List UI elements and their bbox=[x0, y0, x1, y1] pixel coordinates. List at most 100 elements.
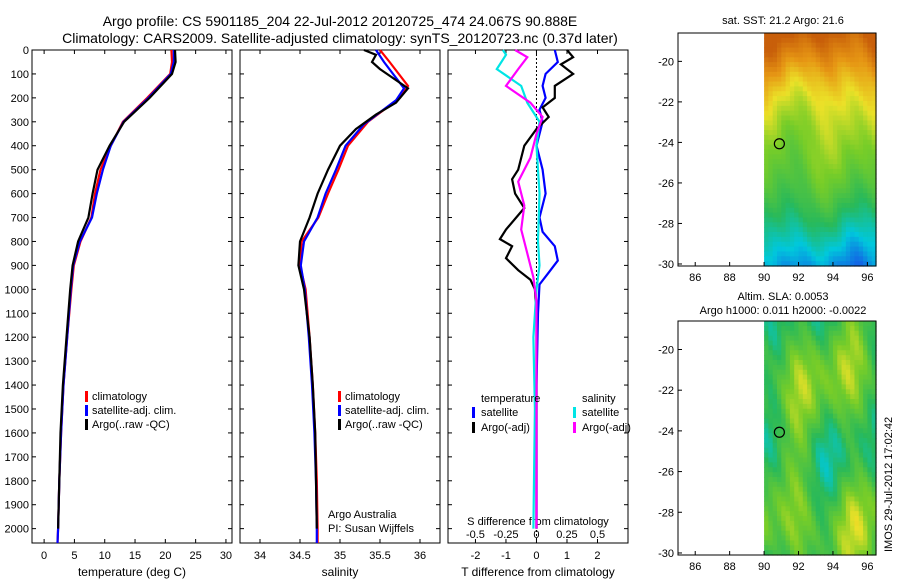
sst-map-cell bbox=[777, 110, 782, 117]
sla-map-cell bbox=[845, 374, 851, 381]
sla-map-cell bbox=[854, 550, 860, 556]
sst-map-cell bbox=[824, 47, 830, 54]
sla-map-cell bbox=[863, 550, 868, 556]
sst-map-cell bbox=[772, 91, 778, 97]
sst-map-cell bbox=[785, 115, 791, 121]
sst-map-cell bbox=[815, 212, 821, 219]
legend-label: satellite-adj. clim. bbox=[92, 405, 176, 417]
sst-map-cell bbox=[781, 105, 787, 112]
sla-map-cell bbox=[837, 413, 843, 420]
sst-map-cell bbox=[777, 261, 782, 267]
sst-map-cell bbox=[863, 149, 868, 155]
sla-map-cell bbox=[867, 369, 873, 376]
sla-map-cell bbox=[837, 472, 843, 478]
sla-map-cell bbox=[828, 399, 834, 405]
sst-map-cell bbox=[815, 159, 821, 165]
sst-map-cell bbox=[871, 120, 877, 126]
sst-map-cell bbox=[768, 105, 774, 112]
sst-map-cell bbox=[798, 256, 804, 262]
sst-map-cell bbox=[854, 66, 860, 73]
sla-map-cell bbox=[863, 442, 868, 449]
sla-map-cell bbox=[777, 511, 782, 517]
sst-map-cell bbox=[837, 134, 843, 141]
sst-map-cell bbox=[777, 91, 782, 97]
sst-map-cell bbox=[858, 217, 864, 223]
sst-map-cell bbox=[811, 130, 817, 136]
sla-map-cell bbox=[794, 472, 800, 478]
sst-map-cell bbox=[824, 173, 830, 180]
sla-map-cell bbox=[811, 447, 817, 454]
sla-map-cell bbox=[811, 462, 817, 468]
legend-swatch bbox=[85, 391, 88, 402]
sla-map-cell bbox=[794, 545, 800, 551]
sst-map-cell bbox=[832, 261, 838, 267]
legend-label: climatology bbox=[92, 391, 148, 403]
sst-map-cell bbox=[824, 198, 830, 204]
sst-map-cell bbox=[858, 144, 864, 151]
sla-map-cell bbox=[815, 321, 821, 327]
sla-map-cell bbox=[781, 452, 787, 459]
sst-map-cell bbox=[794, 256, 800, 262]
sst-map-cell bbox=[850, 217, 856, 223]
map-x-tick-label: 88 bbox=[724, 272, 736, 284]
sla-map-cell bbox=[815, 379, 821, 385]
sst-map-cell bbox=[845, 164, 851, 170]
sst-map-cell bbox=[768, 71, 774, 78]
sst-map-cell bbox=[772, 81, 778, 87]
sla-map-cell bbox=[820, 403, 825, 410]
sla-map-cell bbox=[820, 467, 825, 473]
sst-map-cell bbox=[837, 86, 843, 92]
sst-map-cell bbox=[871, 217, 877, 223]
sla-map-cell bbox=[858, 462, 864, 468]
sla-map-cell bbox=[768, 511, 774, 517]
sla-map-cell bbox=[824, 535, 830, 541]
sst-map-cell bbox=[871, 71, 877, 78]
sst-map-cell bbox=[764, 57, 769, 63]
sst-map-cell bbox=[798, 86, 804, 92]
sla-map-cell bbox=[845, 408, 851, 415]
sla-map-cell bbox=[858, 389, 864, 395]
sla-map-cell bbox=[832, 433, 838, 439]
sla-map-cell bbox=[820, 379, 825, 385]
sst-map-cell bbox=[772, 42, 778, 49]
sst-map-cell bbox=[867, 236, 873, 243]
sla-map-cell bbox=[820, 516, 825, 522]
sla-map-cell bbox=[785, 399, 791, 405]
sst-map-cell bbox=[789, 168, 795, 175]
sla-map-cell bbox=[845, 462, 851, 468]
sst-map-cell bbox=[768, 66, 774, 73]
sla-map-cell bbox=[837, 399, 843, 405]
sla-map-cell bbox=[841, 506, 847, 512]
sst-map-cell bbox=[863, 52, 868, 58]
sst-map-cell bbox=[794, 227, 800, 233]
sst-map-cell bbox=[764, 52, 769, 58]
sst-map-cell bbox=[781, 173, 787, 180]
sst-map-cell bbox=[815, 154, 821, 160]
sst-map-cell bbox=[863, 33, 868, 39]
sst-map-cell bbox=[815, 96, 821, 102]
map-x-tick-label: 96 bbox=[861, 272, 873, 284]
sst-map-cell bbox=[871, 251, 877, 257]
sst-map-cell bbox=[867, 71, 873, 78]
sst-map-cell bbox=[863, 222, 868, 228]
sla-map-cell bbox=[858, 477, 864, 483]
sst-map-cell bbox=[789, 33, 795, 39]
sla-map-cell bbox=[768, 457, 774, 463]
sla-map-cell bbox=[802, 408, 808, 415]
sla-map-cell bbox=[841, 433, 847, 439]
sla-map-cell bbox=[854, 394, 860, 400]
sla-map-cell bbox=[781, 325, 787, 332]
sst-map-cell bbox=[858, 222, 864, 228]
sla-map-cell bbox=[777, 418, 782, 424]
sst-map-cell bbox=[841, 193, 847, 199]
sla-map-cell bbox=[828, 325, 834, 332]
sst-map-cell bbox=[811, 37, 817, 44]
sla-map-cell bbox=[811, 355, 817, 361]
sst-map-cell bbox=[807, 125, 813, 131]
sst-map-cell bbox=[858, 100, 864, 107]
sla-map-cell bbox=[777, 477, 782, 483]
sst-map-cell bbox=[832, 105, 838, 112]
sst-map-cell bbox=[850, 33, 856, 39]
sst-map-cell bbox=[815, 52, 821, 58]
